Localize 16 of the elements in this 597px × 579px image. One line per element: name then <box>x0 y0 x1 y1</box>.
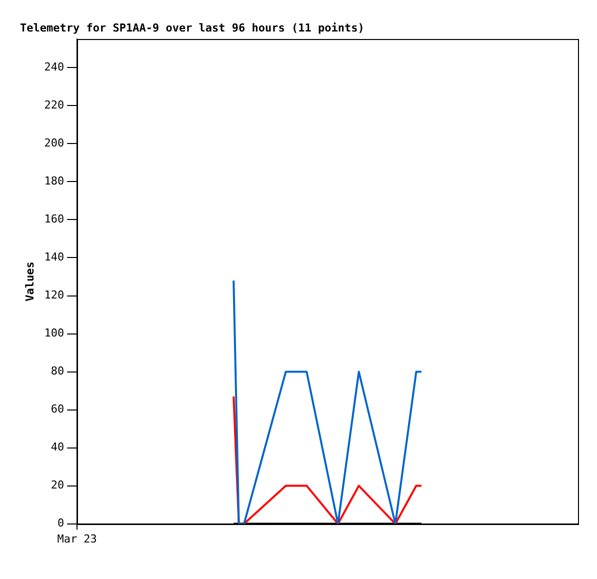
y-tick-label: 20 <box>50 478 64 492</box>
y-axis-title: Values <box>23 262 36 302</box>
y-tick-label: 100 <box>44 326 64 340</box>
x-tick-label: Mar 23 <box>57 532 97 546</box>
y-tick-label: 120 <box>44 288 64 302</box>
y-tick-label: 60 <box>50 402 64 416</box>
y-tick-label: 180 <box>44 174 64 188</box>
y-tick-label: 0 <box>57 516 64 530</box>
y-tick-label: 160 <box>44 212 64 226</box>
chart-title: Telemetry for SP1AA-9 over last 96 hours (11 points) <box>20 21 364 34</box>
y-tick-label: 140 <box>44 250 64 264</box>
y-tick-label: 240 <box>44 60 64 74</box>
y-tick-label: 80 <box>50 364 64 378</box>
y-tick-label: 220 <box>44 98 64 112</box>
y-tick-label: 40 <box>50 440 64 454</box>
y-tick-label: 200 <box>44 136 64 150</box>
